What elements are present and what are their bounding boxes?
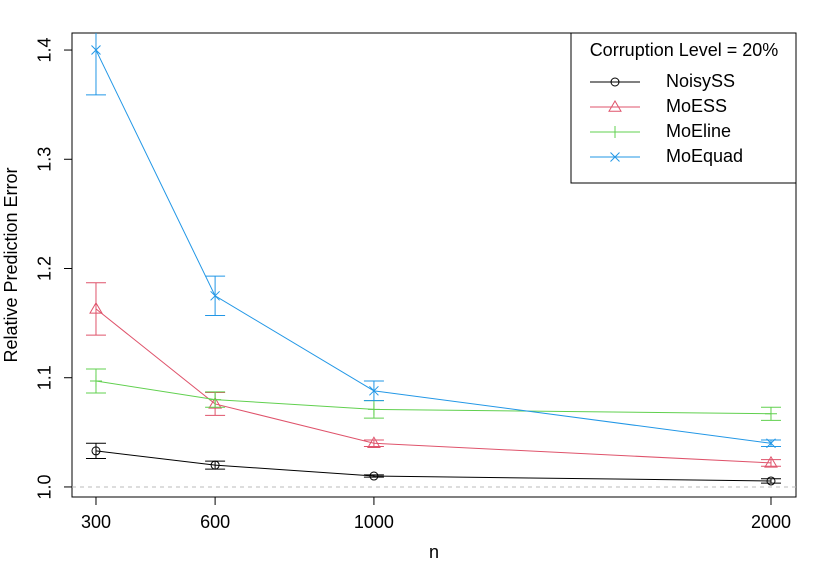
marker: [208, 396, 222, 409]
series-line: [95, 450, 771, 482]
legend-label: MoESS: [666, 96, 727, 116]
series-line: [95, 380, 771, 415]
marker: [209, 393, 222, 406]
marker: [766, 476, 776, 486]
marker: [369, 471, 379, 481]
marker: [764, 455, 778, 468]
legend-label: MoEline: [666, 121, 731, 141]
error-bar: [363, 474, 384, 478]
x-tick-label: 300: [81, 512, 111, 532]
plot-frame: [71, 32, 797, 498]
legend-box: [570, 32, 797, 184]
marker: [89, 301, 103, 314]
marker: [610, 77, 620, 87]
marker: [369, 385, 379, 396]
x-tick-label: 600: [200, 512, 230, 532]
marker: [610, 152, 620, 162]
legend-label: NoisySS: [666, 71, 735, 91]
series-line: [95, 308, 772, 464]
series-line: [95, 49, 772, 444]
marker: [210, 290, 220, 301]
marker: [766, 438, 776, 449]
marker: [91, 45, 101, 55]
marker: [210, 460, 220, 470]
legend-title: Corruption Level = 20%: [590, 40, 779, 60]
error-bar: [85, 442, 106, 460]
marker: [608, 100, 622, 112]
x-tick-label: 2000: [751, 512, 791, 532]
y-tick-label: 1.4: [35, 38, 55, 63]
y-tick-label: 1.0: [35, 474, 55, 499]
y-tick-label: 1.2: [35, 256, 55, 281]
marker: [764, 407, 777, 420]
marker: [367, 403, 380, 416]
marker: [91, 446, 101, 456]
plot-area: [85, 33, 781, 486]
error-bar: [363, 439, 384, 448]
x-tick-label: 1000: [354, 512, 394, 532]
error-bar: [760, 459, 781, 467]
error-bar: [760, 478, 781, 484]
marker: [367, 436, 381, 448]
marker: [609, 126, 621, 138]
x-axis-label: n: [429, 542, 439, 562]
y-axis-label: Relative Prediction Error: [1, 167, 21, 362]
y-tick-label: 1.1: [35, 365, 55, 390]
error-bar: [85, 282, 106, 336]
y-tick-label: 1.3: [35, 147, 55, 172]
marker: [89, 375, 102, 387]
legend-label: MoEquad: [666, 146, 743, 166]
